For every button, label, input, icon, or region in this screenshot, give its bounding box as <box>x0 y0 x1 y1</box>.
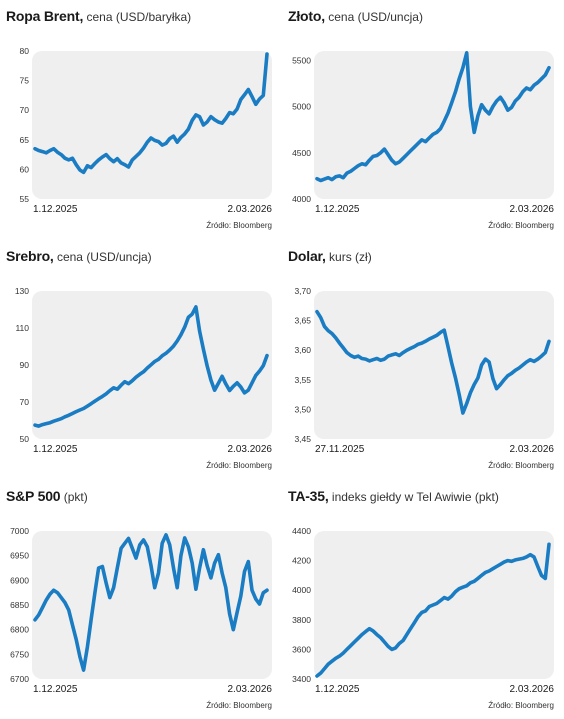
y-tick-label: 6850 <box>10 600 29 610</box>
chart-title: Ropa Brent, cena (USD/baryłka) <box>6 8 191 24</box>
series-line <box>315 542 551 678</box>
x-tick-label-start: 27.11.2025 <box>315 444 365 455</box>
chart-title-bold: Ropa Brent, <box>6 8 84 24</box>
y-tick-label: 4000 <box>292 585 311 595</box>
chart-title-bold: Srebro, <box>6 248 54 264</box>
series-line <box>315 50 551 183</box>
chart-title: Złoto, cena (USD/uncja) <box>288 8 423 24</box>
y-tick-label: 3,70 <box>294 286 311 296</box>
chart-title-bold: S&P 500 <box>6 488 61 504</box>
y-tick-label: 110 <box>15 323 29 333</box>
y-tick-label: 60 <box>20 164 30 174</box>
x-tick-label-end: 2.03.2026 <box>510 444 555 455</box>
plot-area <box>32 51 272 199</box>
y-tick-label: 5000 <box>292 102 311 112</box>
y-tick-label: 4500 <box>292 148 311 158</box>
chart-title: TA-35, indeks giełdy w Tel Awiwie (pkt) <box>288 488 499 504</box>
x-tick-label-start: 1.12.2025 <box>33 684 78 695</box>
y-tick-label: 3,55 <box>294 375 311 385</box>
x-tick-label-end: 2.03.2026 <box>228 684 273 695</box>
y-tick-label: 3400 <box>292 674 311 684</box>
series-line <box>33 533 269 672</box>
x-tick-label-start: 1.12.2025 <box>33 444 78 455</box>
y-tick-label: 75 <box>20 76 30 86</box>
y-tick-label: 6750 <box>10 649 29 659</box>
chart-title: Srebro, cena (USD/uncja) <box>6 248 152 264</box>
y-tick-label: 70 <box>20 397 30 407</box>
chart-title-unit: kurs (zł) <box>325 250 372 264</box>
chart-panel-gold: Złoto, cena (USD/uncja) 4000 4500 5000 5500… <box>282 0 564 239</box>
source-note: Źródło: Bloomberg <box>206 461 272 470</box>
y-tick-label: 6950 <box>10 551 29 561</box>
x-tick-label-end: 2.03.2026 <box>510 204 555 215</box>
y-tick-label: 3,50 <box>294 404 311 414</box>
y-tick-label: 5500 <box>292 55 311 65</box>
x-tick-label-start: 1.12.2025 <box>33 204 78 215</box>
series-line <box>33 305 269 428</box>
chart-title-unit: cena (USD/baryłka) <box>83 10 192 24</box>
chart-title-bold: Dolar, <box>288 248 326 264</box>
y-tick-label: 55 <box>20 194 30 204</box>
plot-area <box>314 291 554 439</box>
y-tick-label: 3,60 <box>294 345 311 355</box>
y-tick-label: 3,45 <box>294 434 311 444</box>
line-chart: 4000 4500 5000 5500 1.12.2025 2.03.2026 <box>292 50 555 215</box>
chart-title-bold: TA-35, <box>288 488 329 504</box>
chart-title: Dolar, kurs (zł) <box>288 248 372 264</box>
line-chart: 55 60 65 70 75 80 1.12.2025 2.03.2026 <box>20 46 273 215</box>
y-tick-label: 4400 <box>292 526 311 536</box>
chart-panel-brent: Ropa Brent, cena (USD/baryłka) 55 60 65 70 7… <box>0 0 282 239</box>
y-tick-label: 6800 <box>10 625 29 635</box>
y-tick-label: 6900 <box>10 575 29 585</box>
source-note: Źródło: Bloomberg <box>206 701 272 710</box>
y-tick-label: 3,65 <box>294 316 311 326</box>
y-tick-label: 130 <box>15 286 29 296</box>
x-tick-label-start: 1.12.2025 <box>315 204 360 215</box>
source-note: Źródło: Bloomberg <box>488 701 554 710</box>
y-tick-label: 4000 <box>292 194 311 204</box>
chart-panel-sp500: S&P 500 (pkt) 6700 6750 6800 6850 6900 6950 70… <box>0 480 282 719</box>
x-tick-label-end: 2.03.2026 <box>228 444 273 455</box>
y-tick-label: 6700 <box>10 674 29 684</box>
y-tick-label: 65 <box>20 135 30 145</box>
x-tick-label-start: 1.12.2025 <box>315 684 360 695</box>
y-tick-label: 3600 <box>292 644 311 654</box>
chart-panel-ta35: TA-35, indeks giełdy w Tel Awiwie (pkt) … <box>282 480 564 719</box>
y-tick-label: 4200 <box>292 556 311 566</box>
series-line <box>315 309 551 415</box>
y-tick-label: 70 <box>20 105 30 115</box>
chart-title-bold: Złoto, <box>288 8 325 24</box>
x-tick-label-end: 2.03.2026 <box>510 684 555 695</box>
line-chart: 50 70 90 110 130 1.12.2025 2.03.2026 <box>15 286 273 455</box>
chart-panel-silver: Srebro, cena (USD/uncja) 50 70 90 110 130 1.1… <box>0 240 282 479</box>
x-tick-label-end: 2.03.2026 <box>228 204 273 215</box>
chart-title-unit: (pkt) <box>60 490 88 504</box>
chart-panel-usd: Dolar, kurs (zł) 3,45 3,50 3,55 3,60 3,65 3,7… <box>282 240 564 479</box>
chart-title: S&P 500 (pkt) <box>6 488 88 504</box>
y-tick-label: 90 <box>20 360 30 370</box>
chart-title-unit: indeks giełdy w Tel Awiwie (pkt) <box>328 490 499 504</box>
chart-title-unit: cena (USD/uncja) <box>324 10 423 24</box>
line-chart: 3,45 3,50 3,55 3,60 3,65 3,70 27.11.2025 2.03.2… <box>294 286 555 455</box>
y-tick-label: 7000 <box>10 526 29 536</box>
line-chart: 6700 6750 6800 6850 6900 6950 7000 1.12.2025 2.0… <box>10 526 273 695</box>
chart-title-unit: cena (USD/uncja) <box>53 250 152 264</box>
y-tick-label: 80 <box>20 46 30 56</box>
source-note: Źródło: Bloomberg <box>206 221 272 230</box>
series-line <box>33 52 269 175</box>
line-chart: 3400 3600 3800 4000 4200 4400 1.12.2025 2.03.20… <box>292 526 555 695</box>
y-tick-label: 50 <box>20 434 30 444</box>
plot-area <box>314 51 554 199</box>
y-tick-label: 3800 <box>292 615 311 625</box>
source-note: Źródło: Bloomberg <box>488 221 554 230</box>
source-note: Źródło: Bloomberg <box>488 461 554 470</box>
